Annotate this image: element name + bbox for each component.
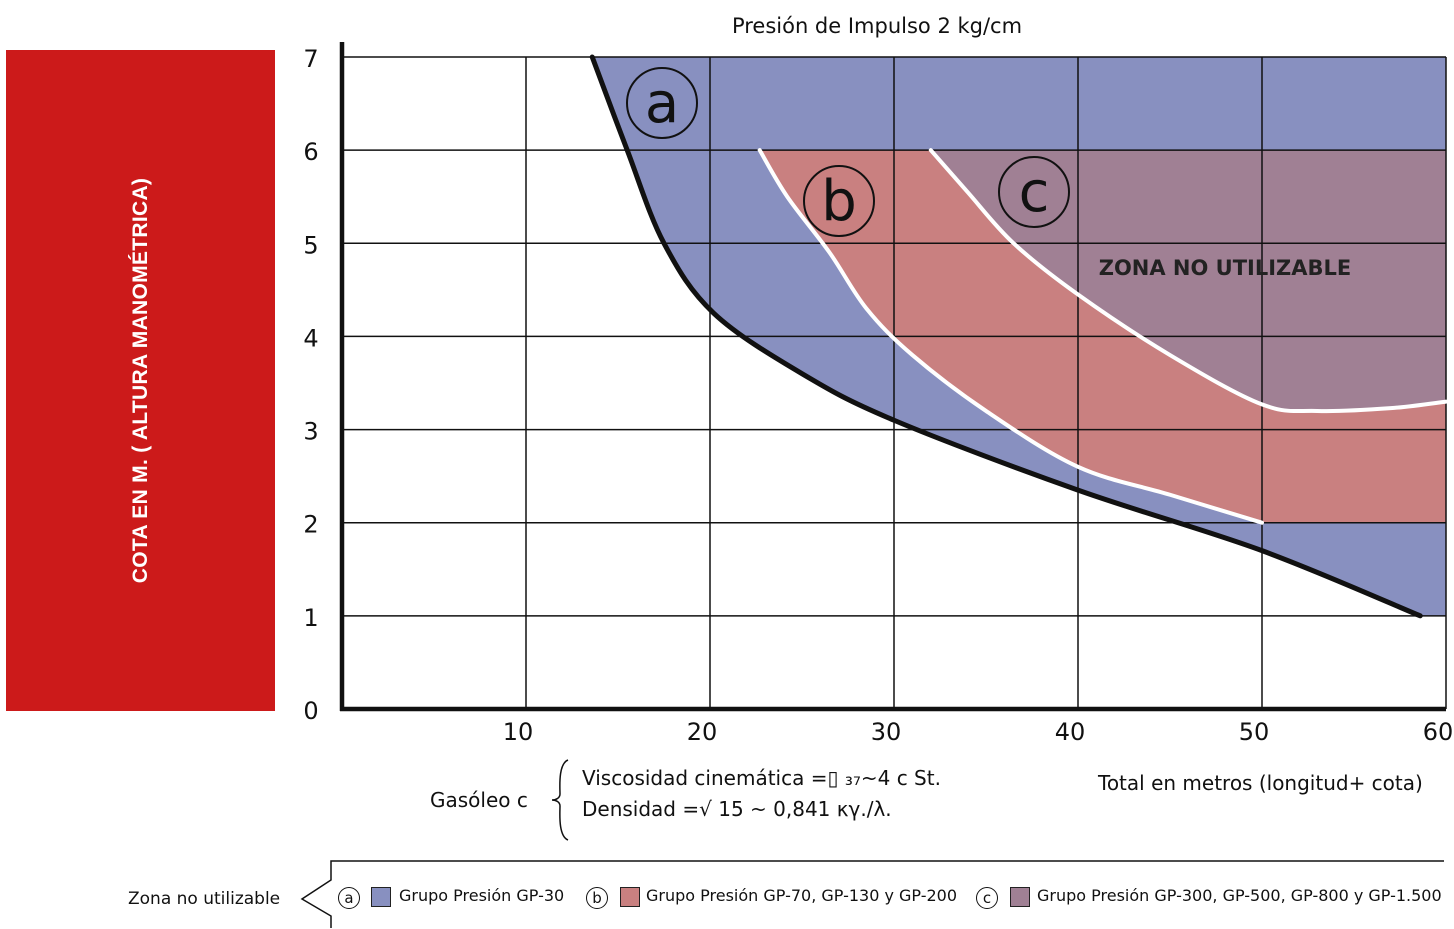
zone-circle-b bbox=[803, 165, 875, 237]
chart-title: Presión de Impulso 2 kg/cm bbox=[732, 14, 1022, 38]
zone-letter-a: a bbox=[645, 71, 679, 136]
y-tick-4: 4 bbox=[303, 324, 318, 352]
legend-bracket bbox=[300, 860, 1444, 928]
y-axis-label-box: COTA EN M. ( ALTURA MANOMÉTRICA) bbox=[6, 50, 275, 711]
x-tick-30: 30 bbox=[871, 718, 902, 746]
x-tick-20: 20 bbox=[687, 718, 718, 746]
x-tick-50: 50 bbox=[1239, 718, 1270, 746]
curve-b bbox=[757, 148, 1264, 525]
y-tick-2: 2 bbox=[303, 511, 318, 539]
axes bbox=[339, 42, 1446, 712]
x-tick-40: 40 bbox=[1055, 718, 1086, 746]
legend-letter-c: c bbox=[976, 887, 998, 909]
legend-letter-a: a bbox=[338, 887, 360, 909]
x-tick-60: 60 bbox=[1423, 718, 1454, 746]
legend-swatch-c bbox=[1010, 887, 1030, 907]
legend-label-b: Grupo Presión GP-70, GP-130 y GP-200 bbox=[646, 886, 958, 905]
chart: 10 20 30 40 50 60 0 1 2 3 4 5 6 7 a b c Presión de Impu… bbox=[303, 14, 1453, 746]
legend-swatch-a bbox=[371, 887, 391, 907]
fuel-note-label: Gasóleo c bbox=[430, 788, 528, 812]
curve-c bbox=[928, 148, 1448, 414]
density-line: Densidad =√ 15 ~ 0,841 κγ./λ. bbox=[582, 797, 892, 821]
zone-letter-c: c bbox=[1019, 160, 1050, 225]
y-tick-6: 6 bbox=[303, 138, 318, 166]
legend-letter-b: b bbox=[586, 887, 608, 909]
x-tick-10: 10 bbox=[503, 718, 534, 746]
y-tick-5: 5 bbox=[303, 231, 318, 259]
zone-letter-b: b bbox=[821, 169, 857, 234]
y-tick-0: 0 bbox=[303, 697, 318, 725]
zone-letters: a b c bbox=[626, 67, 1070, 237]
y-tick-1: 1 bbox=[303, 604, 318, 632]
legend-swatch-b bbox=[620, 887, 640, 907]
legend-label-a: Grupo Presión GP-30 bbox=[399, 886, 565, 905]
zone-circle-c bbox=[998, 156, 1070, 228]
legend-label-c: Grupo Presión GP-300, GP-500, GP-800 y G… bbox=[1037, 886, 1442, 905]
curve-a bbox=[589, 54, 1423, 619]
viscosity-line: Viscosidad cinemática =▯ ₃₇~4 c St. bbox=[582, 766, 941, 790]
boundary-curves bbox=[589, 54, 1448, 619]
legend-title: Zona no utilizable bbox=[128, 889, 281, 909]
note-brace bbox=[551, 759, 569, 841]
y-tick-7: 7 bbox=[303, 45, 318, 73]
y-tick-3: 3 bbox=[303, 418, 318, 446]
zone-circle-a bbox=[626, 67, 698, 139]
zona-no-utilizable-annotation: ZONA NO UTILIZABLE bbox=[1099, 256, 1352, 280]
tick-labels: 10 20 30 40 50 60 0 1 2 3 4 5 6 7 bbox=[303, 45, 1453, 746]
x-axis-label: Total en metros (longitud+ cota) bbox=[1098, 771, 1423, 795]
